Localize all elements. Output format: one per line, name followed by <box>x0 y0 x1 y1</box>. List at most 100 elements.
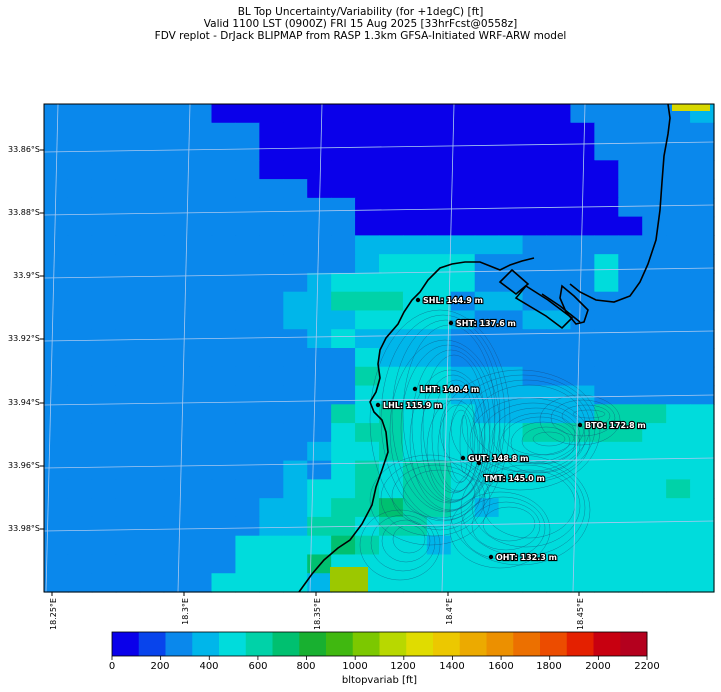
field-cell <box>44 516 69 537</box>
field-cell <box>642 516 667 537</box>
field-cell <box>259 516 284 537</box>
field-cell <box>618 216 643 236</box>
colorbar-swatch <box>245 632 273 656</box>
field-cell <box>426 141 452 161</box>
field-cell <box>211 179 237 199</box>
contour-line <box>510 421 576 465</box>
field-cell <box>450 535 476 556</box>
field-cell <box>163 235 189 255</box>
field-cell <box>211 441 237 462</box>
colorbar-swatch <box>540 632 568 656</box>
field-cell <box>474 348 500 368</box>
contour-line <box>411 349 491 503</box>
field-cell <box>67 216 93 236</box>
field-cell <box>139 254 165 274</box>
contour-line <box>539 394 621 446</box>
field-cell <box>546 348 572 368</box>
contour-line <box>532 431 566 447</box>
site-label-halo: SHT: 137.6 m <box>456 319 516 328</box>
site-label-lht: LHT: 140.4 m <box>420 385 479 394</box>
field-cell <box>211 366 237 387</box>
field-cell <box>91 254 117 274</box>
field-cell <box>642 291 667 312</box>
field-cell <box>642 554 667 574</box>
field-cell <box>570 104 595 124</box>
contour-line <box>561 404 611 428</box>
field-cell <box>235 516 260 537</box>
field-cell <box>618 348 643 368</box>
field-cell <box>642 272 667 293</box>
coastline-segment <box>298 257 535 593</box>
field-cell <box>570 329 595 349</box>
field-cell <box>283 573 308 593</box>
field-cell <box>139 122 165 143</box>
field-cell <box>67 104 93 124</box>
field-cell <box>44 291 69 312</box>
field-cell <box>211 291 237 312</box>
field-cell <box>450 272 476 293</box>
field-cell <box>474 498 500 518</box>
field-cell <box>546 291 572 312</box>
field-cell <box>259 179 284 199</box>
field-cell <box>283 160 308 180</box>
field-cell <box>211 197 237 218</box>
field-cell <box>163 554 189 574</box>
field-cell <box>594 479 619 499</box>
field-cell <box>522 122 548 143</box>
field-cell <box>618 160 643 180</box>
field-cell <box>522 348 548 368</box>
field-cell <box>618 179 643 199</box>
field-cell <box>690 554 715 574</box>
field-cell <box>450 423 476 443</box>
field-cell <box>67 366 93 387</box>
field-cell <box>666 535 691 556</box>
meridian-line <box>441 103 455 593</box>
field-cell <box>522 366 548 387</box>
field-cell <box>187 179 213 199</box>
field-cell <box>211 554 237 574</box>
field-cell <box>690 216 715 236</box>
field-cell <box>379 423 404 443</box>
field-cell <box>163 216 189 236</box>
field-cell <box>402 479 428 499</box>
field-cell <box>259 535 284 556</box>
field-cell <box>355 104 380 124</box>
site-label-halo: TMT: 145.0 m <box>484 474 545 483</box>
field-cell <box>594 423 619 443</box>
field-cell <box>402 122 428 143</box>
colorbar-swatch <box>112 632 140 656</box>
field-cell <box>498 122 524 143</box>
field-cell <box>402 366 428 387</box>
field-cell <box>163 516 189 537</box>
colorbar-swatch <box>406 632 434 656</box>
field-cell <box>331 216 356 236</box>
field-cell <box>211 516 237 537</box>
contour-line <box>402 469 476 519</box>
parallel-line <box>43 330 715 342</box>
field-cell <box>666 197 691 218</box>
field-cell <box>235 423 260 443</box>
field-cell <box>450 366 476 387</box>
field-cell <box>307 310 332 330</box>
field-cell <box>546 122 572 143</box>
field-cell <box>115 310 141 330</box>
field-cell <box>91 460 117 480</box>
field-cell <box>618 366 643 387</box>
field-cell <box>235 460 260 480</box>
field-cell <box>67 573 93 593</box>
field-cell <box>690 291 715 312</box>
contour-line <box>420 374 486 502</box>
field-cell <box>642 179 667 199</box>
field-cell <box>402 272 428 293</box>
field-cell <box>139 573 165 593</box>
field-cell <box>355 535 380 556</box>
contour-line <box>426 399 484 501</box>
field-cell <box>379 479 404 499</box>
field-cell <box>379 404 404 424</box>
field-cell <box>235 197 260 218</box>
field-cell <box>211 385 237 405</box>
field-cell <box>498 516 524 537</box>
field-cell <box>426 554 452 574</box>
field-cell <box>91 310 117 330</box>
field-cell <box>67 460 93 480</box>
